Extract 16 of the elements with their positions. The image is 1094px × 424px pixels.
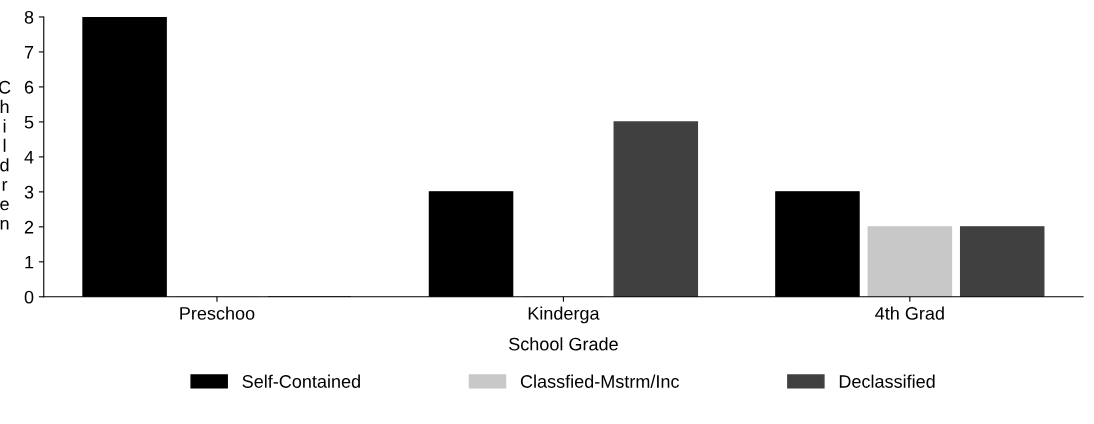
y-tick-label: 6: [24, 80, 34, 94]
y-tick-label: 7: [24, 46, 34, 59]
y-tick-label: 2: [24, 220, 34, 234]
x-tick-label: Preschoo: [180, 306, 255, 320]
legend-label: Classfied-Mstrm/Inc: [520, 374, 680, 388]
y-tick-label: 0: [24, 290, 34, 304]
y-tick-label: 3: [24, 185, 34, 199]
y-tick-label: 1: [25, 255, 34, 269]
x-tick-label: Kinderga: [528, 306, 600, 324]
y-tick-label: 5: [24, 116, 34, 129]
y-tick-label: 8: [24, 10, 34, 24]
x-axis-title: School Grade: [509, 337, 618, 351]
legend-label: Declassified: [839, 374, 935, 388]
y-tick-label: 4: [24, 151, 34, 164]
x-tick-label: 4th Grad: [875, 306, 944, 320]
legend-label: Self-Contained: [242, 374, 360, 388]
